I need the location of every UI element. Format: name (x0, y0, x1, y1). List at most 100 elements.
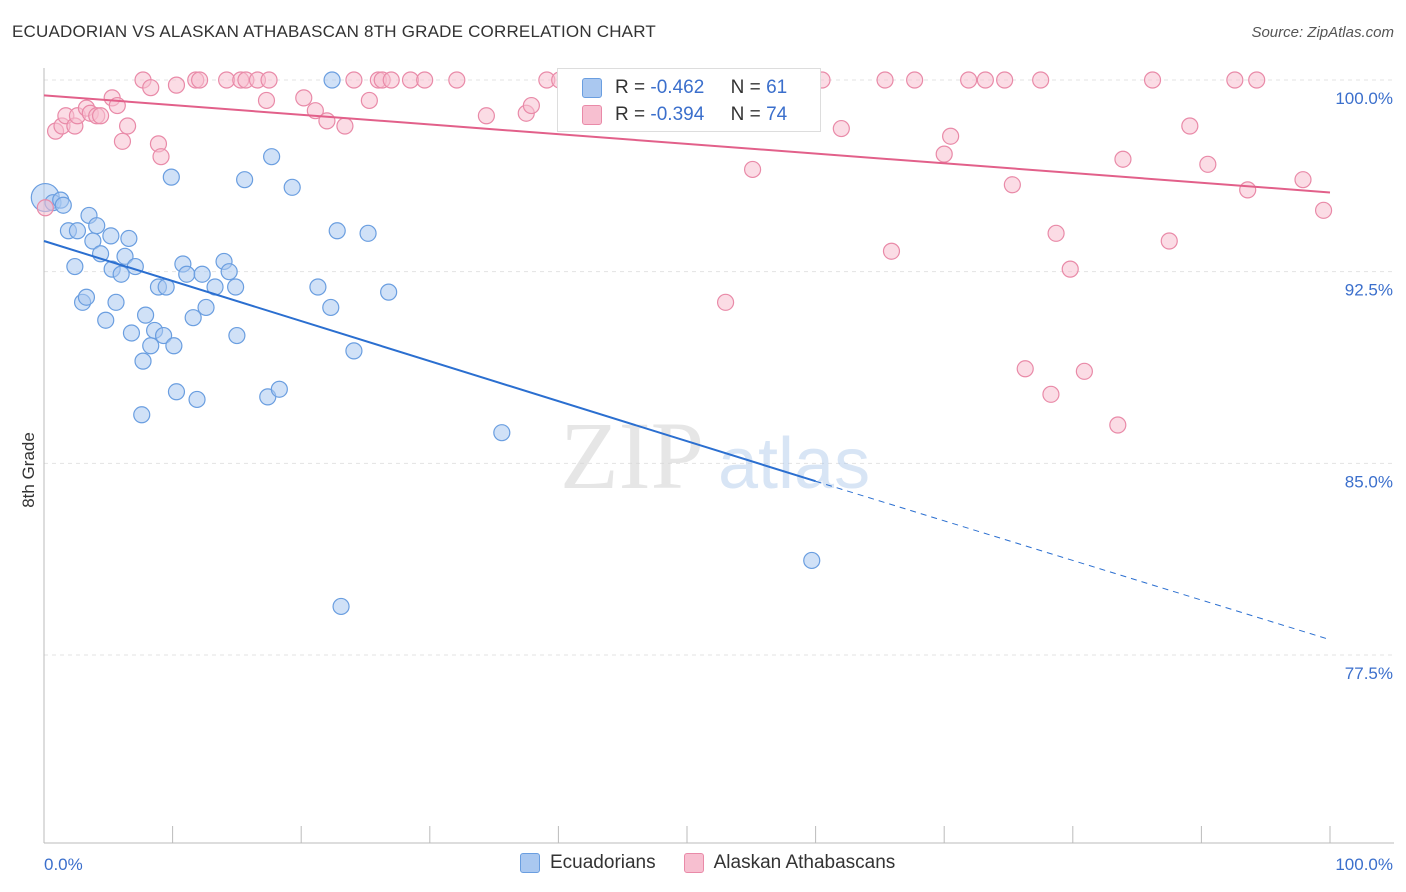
x-tick-label: 0.0% (44, 855, 83, 874)
ecuadorian-point (263, 148, 281, 166)
ecuadorian-point (112, 265, 130, 283)
athabascan-point (882, 242, 901, 260)
athabascan-point (260, 71, 278, 89)
athabascan-point (1199, 155, 1217, 173)
legend-label: Ecuadorians (550, 852, 656, 873)
stats-n-value: 74 (766, 104, 788, 125)
legend-swatch-blue (520, 853, 540, 873)
athabascan-point (1003, 176, 1021, 194)
athabascan-point (1016, 360, 1034, 378)
athabascan-point (1226, 71, 1244, 89)
athabascan-point (382, 71, 400, 89)
athabascan-point (1109, 416, 1127, 434)
ecuadorian-point (359, 224, 377, 242)
athabascan-point (152, 148, 170, 166)
athabascan-point (1239, 181, 1257, 199)
ecuadorian-point (220, 263, 238, 281)
y-tick-label: 77.5% (1345, 664, 1393, 683)
watermark-zip: ZIP (560, 402, 704, 509)
ecuadorian-point (345, 342, 363, 360)
athabascan-point (1075, 362, 1093, 380)
athabascan-point (142, 79, 160, 97)
legend-swatch-pink (683, 853, 704, 873)
ecuadorian-point (188, 390, 206, 409)
athabascan-point (906, 71, 924, 89)
ecuadorian-point (323, 71, 341, 89)
stats-r-value: -0.394 (650, 104, 705, 125)
ecuadorian-point (88, 217, 106, 235)
ecuadorian-point (193, 265, 211, 283)
athabascan-point (1143, 71, 1162, 89)
ecuadorian-point (803, 551, 821, 570)
grid-layer (44, 79, 1394, 656)
ecuadorian-point (283, 178, 301, 196)
stats-swatch-pink (582, 105, 602, 125)
athabascan-point (360, 91, 378, 110)
y-tick-label: 92.5% (1345, 281, 1393, 300)
athabascan-point (167, 76, 186, 94)
athabascan-point (1047, 224, 1065, 242)
ecuadorian-point (142, 337, 160, 355)
legend-item-athabascans: Alaskan Athabascans (683, 852, 896, 874)
ecuadorian-point (228, 326, 246, 345)
stats-swatch-blue (582, 78, 602, 98)
stats-r-value: -0.462 (650, 77, 705, 98)
watermark: ZIP atlas (560, 402, 870, 509)
ecuadorian-point (309, 278, 327, 296)
ecuadorian-point (493, 424, 511, 442)
athabascan-point (336, 117, 354, 135)
athabascan-point (960, 71, 978, 89)
stats-n-label: N = (730, 104, 761, 125)
ecuadorian-point (107, 293, 125, 311)
athabascan-point (1160, 232, 1178, 250)
ecuadorian-point (77, 288, 96, 306)
ecuadorian-point (122, 324, 141, 342)
watermark-atlas: atlas (718, 424, 870, 504)
athabascan-point (942, 127, 960, 145)
ecuadorian-point (54, 196, 72, 214)
ecuadorian-point (102, 227, 120, 245)
ecuadorian-point (236, 171, 254, 189)
athabascan-point (477, 107, 495, 125)
athabascan-point (832, 119, 850, 138)
points-layer (30, 71, 1333, 616)
stats-n-label: N = (730, 77, 761, 98)
ecuadorian-point (134, 352, 152, 370)
y-tick-label: 100.0% (1335, 89, 1393, 108)
ecuadorian-point (116, 247, 134, 265)
ecuadorian-point (322, 298, 340, 317)
athabascan-point (295, 89, 313, 107)
ecuadorian-point (328, 222, 346, 240)
stats-legend-box: R = -0.462 N = 61 R = -0.394 N = 74 (557, 68, 821, 132)
athabascan-point (118, 117, 137, 135)
stats-r-label: R = (615, 77, 646, 98)
athabascan-point (36, 199, 54, 217)
ecuadorian-point (68, 222, 87, 240)
athabascan-point (1061, 260, 1079, 278)
ecuadorian-point (133, 406, 151, 424)
ecuadorian-point (154, 326, 173, 345)
athabascan-point (1032, 71, 1050, 89)
ecuadorian-point (120, 229, 138, 248)
athabascan-point (716, 293, 735, 311)
athabascan-point (1114, 150, 1132, 168)
ecuadorian-point (197, 298, 215, 317)
legend-label: Alaskan Athabascans (713, 852, 896, 873)
y-axis-label: 8th Grade (19, 432, 38, 508)
athabascan-point (113, 132, 132, 150)
athabascan-point (1181, 117, 1199, 135)
trend-layer (43, 94, 1331, 641)
athabascan-point (522, 96, 540, 115)
athabascan-point (1314, 201, 1333, 219)
ecuadorian-point (136, 306, 155, 324)
ecuadorian-point (66, 257, 84, 276)
athabascan-point (345, 71, 363, 89)
ecuadorian-point (227, 278, 245, 296)
athabascan-point (257, 91, 276, 110)
athabascan-point (743, 160, 762, 179)
ecuadorian-point (165, 337, 183, 355)
athabascan-point (1294, 171, 1312, 189)
ecuadorian-point (332, 597, 350, 616)
athabascan-point (1248, 71, 1266, 89)
